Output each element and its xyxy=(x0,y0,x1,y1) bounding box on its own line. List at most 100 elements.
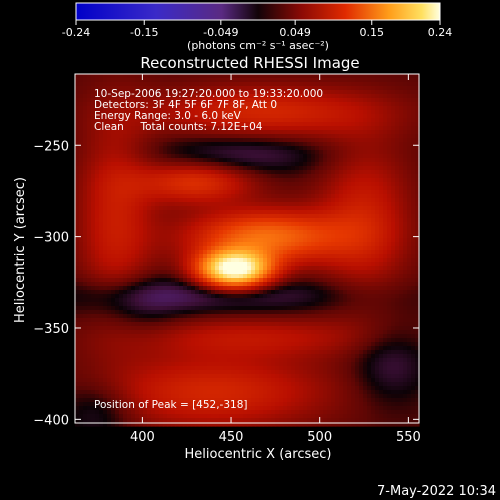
heatmap-cell xyxy=(335,218,340,223)
heatmap-cell xyxy=(231,98,236,103)
heatmap-cell xyxy=(299,94,304,99)
heatmap-cell xyxy=(347,262,352,267)
heatmap-cell xyxy=(303,90,308,95)
heatmap-cell xyxy=(219,146,224,151)
heatmap-cell xyxy=(407,110,412,115)
heatmap-cell xyxy=(163,122,168,127)
heatmap-cell xyxy=(247,114,252,119)
heatmap-cell xyxy=(107,174,112,179)
heatmap-cell xyxy=(175,258,180,263)
heatmap-cell xyxy=(195,210,200,215)
heatmap-cell xyxy=(191,290,196,295)
heatmap-cell xyxy=(83,146,88,151)
heatmap-cell xyxy=(239,106,244,111)
heatmap-cell xyxy=(219,114,224,119)
heatmap-cell xyxy=(351,118,356,123)
heatmap-cell xyxy=(219,90,224,95)
heatmap-cell xyxy=(315,134,320,139)
heatmap-cell xyxy=(115,218,120,223)
heatmap-cell xyxy=(375,294,380,299)
heatmap-cell xyxy=(323,290,328,295)
heatmap-cell xyxy=(211,86,216,91)
heatmap-cell xyxy=(219,82,224,87)
heatmap-cell xyxy=(339,142,344,147)
heatmap-cell xyxy=(223,234,228,239)
heatmap-cell xyxy=(407,258,412,263)
heatmap-cell xyxy=(147,238,152,243)
heatmap-cell xyxy=(103,130,108,135)
heatmap-cell xyxy=(263,94,268,99)
heatmap-cell xyxy=(411,126,416,131)
heatmap-cell xyxy=(339,302,344,307)
heatmap-cell xyxy=(151,270,156,275)
heatmap-cell xyxy=(235,254,240,259)
heatmap-cell xyxy=(407,294,412,299)
heatmap-cell xyxy=(411,294,416,299)
heatmap-cell xyxy=(287,286,292,291)
heatmap-cell xyxy=(339,286,344,291)
heatmap-cell xyxy=(103,106,108,111)
heatmap-cell xyxy=(415,118,420,123)
heatmap-cell xyxy=(139,218,144,223)
heatmap-cell xyxy=(379,134,384,139)
heatmap-cell xyxy=(283,102,288,107)
heatmap-cell xyxy=(175,214,180,219)
heatmap-cell xyxy=(191,194,196,199)
heatmap-cell xyxy=(215,202,220,207)
heatmap-cell xyxy=(399,278,404,283)
heatmap-cell xyxy=(271,182,276,187)
heatmap-cell xyxy=(87,150,92,155)
heatmap-cell xyxy=(355,294,360,299)
heatmap-cell xyxy=(251,142,256,147)
heatmap-cell xyxy=(183,198,188,203)
heatmap-cell xyxy=(247,266,252,271)
heatmap-cell xyxy=(79,110,84,115)
heatmap-cell xyxy=(187,230,192,235)
heatmap-cell xyxy=(355,226,360,231)
heatmap-cell xyxy=(335,210,340,215)
heatmap-cell xyxy=(411,82,416,87)
heatmap-cell xyxy=(259,302,264,307)
heatmap-cell xyxy=(279,214,284,219)
heatmap-cell xyxy=(179,230,184,235)
heatmap-cell xyxy=(163,202,168,207)
heatmap-cell xyxy=(255,170,260,175)
heatmap-cell xyxy=(99,130,104,135)
heatmap-cell xyxy=(267,214,272,219)
heatmap-cell xyxy=(103,182,108,187)
heatmap-cell xyxy=(171,94,176,99)
heatmap-cell xyxy=(231,162,236,167)
heatmap-cell xyxy=(95,242,100,247)
heatmap-cell xyxy=(215,198,220,203)
heatmap-cell xyxy=(167,238,172,243)
heatmap-cell xyxy=(319,194,324,199)
heatmap-cell xyxy=(207,234,212,239)
heatmap-cell xyxy=(159,94,164,99)
heatmap-cell xyxy=(147,98,152,103)
heatmap-cell xyxy=(363,210,368,215)
heatmap-cell xyxy=(271,214,276,219)
heatmap-cell xyxy=(379,278,384,283)
heatmap-cell xyxy=(191,146,196,151)
heatmap-cell xyxy=(367,298,372,303)
heatmap-cell xyxy=(307,94,312,99)
heatmap-cell xyxy=(147,178,152,183)
heatmap-cell xyxy=(327,274,332,279)
heatmap-cell xyxy=(247,126,252,131)
heatmap-cell xyxy=(267,246,272,251)
heatmap-cell xyxy=(235,142,240,147)
colorbar-tick-label: 0.049 xyxy=(279,26,311,39)
heatmap-cell xyxy=(211,246,216,251)
heatmap-cell xyxy=(339,214,344,219)
heatmap-cell xyxy=(311,250,316,255)
heatmap-cell xyxy=(119,290,124,295)
heatmap-cell xyxy=(191,278,196,283)
heatmap-cell xyxy=(107,206,112,211)
heatmap-cell xyxy=(151,174,156,179)
heatmap-cell xyxy=(163,230,168,235)
heatmap-cell xyxy=(367,242,372,247)
heatmap-cell xyxy=(363,166,368,171)
heatmap-cell xyxy=(399,150,404,155)
heatmap-cell xyxy=(159,98,164,103)
heatmap-cell xyxy=(271,82,276,87)
